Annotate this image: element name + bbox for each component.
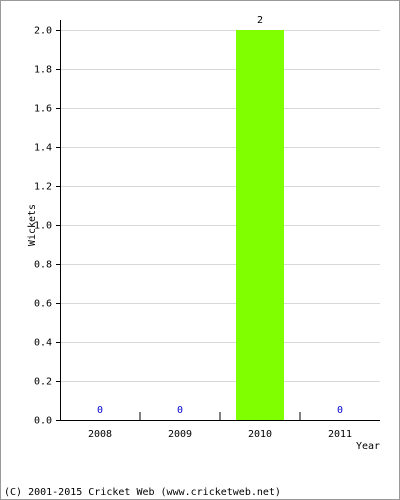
value-label: 0 — [97, 405, 103, 416]
footer: (C) 2001-2015 Cricket Web (www.cricketwe… — [4, 487, 281, 498]
value-label: 0 — [177, 405, 183, 416]
y-tick-label: 0.8 — [34, 260, 52, 271]
x-tick-label: 2011 — [328, 429, 352, 440]
y-tick-label: 1.6 — [34, 104, 52, 115]
y-tick-label: 1.0 — [34, 221, 52, 232]
x-tick-label: 2009 — [168, 429, 192, 440]
bar — [236, 30, 284, 420]
y-tick-label: 1.4 — [34, 143, 52, 154]
value-label: 0 — [337, 405, 343, 416]
x-axis-title: Year — [356, 441, 380, 452]
y-tick-label: 0.4 — [34, 338, 52, 349]
y-tick-label: 2.0 — [34, 26, 52, 37]
y-tick-label: 0.6 — [34, 299, 52, 310]
y-tick-label: 1.2 — [34, 182, 52, 193]
y-tick-label: 0.2 — [34, 377, 52, 388]
y-tick-label: 0.0 — [34, 416, 52, 427]
value-label: 2 — [257, 15, 263, 26]
y-axis-title: Wickets — [27, 204, 38, 246]
x-tick-label: 2010 — [248, 429, 272, 440]
y-tick-label: 1.8 — [34, 65, 52, 76]
x-tick-label: 2008 — [88, 429, 112, 440]
